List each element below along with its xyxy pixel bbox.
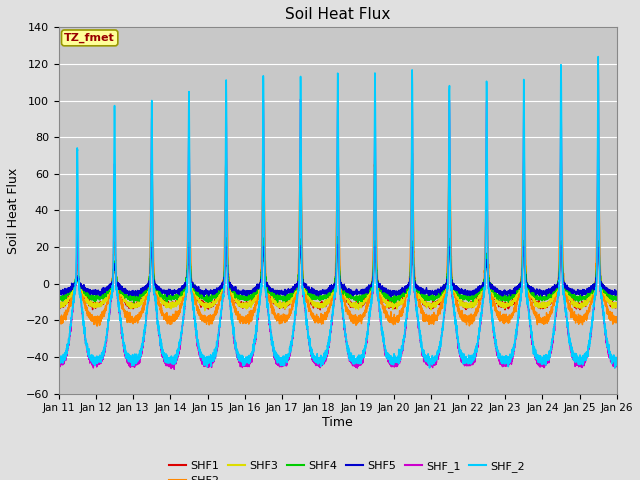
SHF2	[371, 145, 379, 151]
SHF_2	[155, 330, 163, 336]
SHF4	[612, 297, 620, 302]
Text: TZ_fmet: TZ_fmet	[64, 33, 115, 43]
SHF3	[495, 300, 502, 305]
SHF_1	[170, 367, 178, 372]
SHF4	[317, 296, 324, 301]
SHF_1	[595, 60, 602, 65]
SHF4	[334, 234, 342, 240]
SHF3	[201, 308, 209, 313]
SHF2	[93, 323, 101, 329]
SHF4	[613, 296, 621, 301]
SHF_1	[463, 363, 471, 369]
SHF3	[317, 301, 325, 307]
SHF5	[55, 289, 63, 295]
SHF3	[612, 304, 620, 310]
Line: SHF1: SHF1	[59, 241, 617, 310]
SHF2	[433, 315, 440, 321]
X-axis label: Time: Time	[323, 416, 353, 429]
SHF_1	[613, 361, 621, 367]
SHF1	[463, 303, 471, 309]
Line: SHF_2: SHF_2	[59, 57, 617, 368]
SHF2	[156, 303, 163, 309]
SHF_1	[155, 333, 163, 338]
SHF5	[495, 291, 502, 297]
SHF2	[317, 311, 325, 316]
SHF_2	[426, 365, 433, 371]
Y-axis label: Soil Heat Flux: Soil Heat Flux	[7, 168, 20, 253]
SHF4	[55, 294, 63, 300]
SHF1	[316, 307, 324, 313]
SHF5	[334, 242, 342, 248]
SHF_1	[432, 360, 440, 366]
Line: SHF_1: SHF_1	[59, 62, 617, 370]
SHF5	[155, 286, 163, 292]
SHF5	[613, 292, 621, 298]
SHF5	[612, 288, 620, 294]
SHF2	[463, 318, 471, 324]
SHF_1	[55, 360, 63, 366]
SHF5	[463, 290, 471, 296]
SHF3	[155, 289, 163, 295]
SHF3	[463, 302, 471, 308]
SHF5	[387, 294, 395, 300]
SHF3	[55, 300, 63, 306]
Line: SHF2: SHF2	[59, 148, 617, 326]
SHF1	[408, 238, 416, 244]
SHF_2	[595, 54, 602, 60]
SHF4	[390, 300, 398, 306]
SHF1	[55, 302, 63, 308]
SHF_2	[463, 357, 471, 362]
SHF1	[495, 304, 502, 310]
SHF4	[155, 288, 163, 293]
SHF_2	[432, 355, 440, 361]
SHF2	[613, 319, 621, 324]
Line: SHF3: SHF3	[59, 241, 617, 311]
SHF4	[433, 295, 440, 301]
SHF5	[317, 291, 324, 297]
SHF2	[612, 320, 620, 325]
SHF1	[155, 294, 163, 300]
SHF5	[433, 289, 440, 295]
Title: Soil Heat Flux: Soil Heat Flux	[285, 7, 390, 22]
SHF2	[55, 317, 63, 323]
SHF_2	[495, 353, 502, 359]
SHF3	[433, 303, 440, 309]
Legend: SHF1, SHF2, SHF3, SHF4, SHF5, SHF_1, SHF_2: SHF1, SHF2, SHF3, SHF4, SHF5, SHF_1, SHF…	[164, 456, 530, 480]
SHF_2	[612, 359, 620, 364]
SHF_2	[613, 356, 621, 361]
SHF_1	[612, 360, 620, 365]
SHF_1	[495, 355, 502, 360]
SHF1	[613, 303, 621, 309]
SHF2	[495, 316, 502, 322]
Line: SHF5: SHF5	[59, 245, 617, 297]
SHF_2	[317, 353, 324, 359]
SHF_2	[55, 357, 63, 363]
SHF_1	[317, 360, 325, 366]
SHF4	[463, 294, 471, 300]
SHF3	[613, 304, 621, 310]
SHF1	[317, 301, 325, 307]
SHF1	[433, 300, 440, 306]
SHF3	[371, 238, 379, 244]
SHF4	[495, 292, 502, 298]
Line: SHF4: SHF4	[59, 237, 617, 303]
SHF1	[612, 301, 620, 307]
